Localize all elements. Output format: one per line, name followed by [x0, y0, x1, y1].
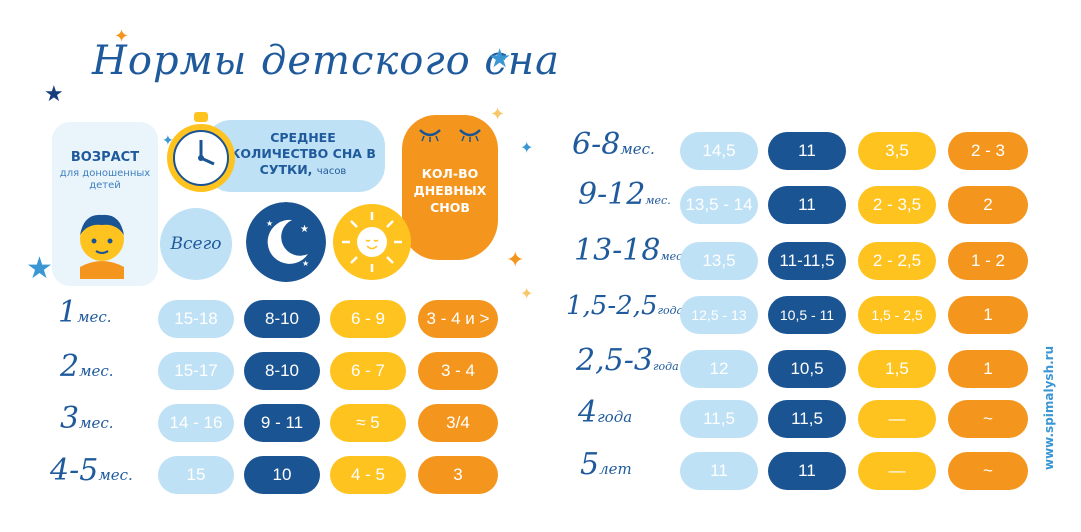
boy-face-icon: [80, 214, 124, 279]
age-label: 1мес.: [58, 295, 112, 330]
total-sleep-header: Всего: [160, 208, 232, 280]
age-label: 6-8мес.: [572, 127, 655, 162]
naps-count-value: ~: [948, 452, 1028, 490]
total-sleep-value: 15: [158, 456, 234, 494]
night-sleep-value: 8-10: [244, 352, 320, 390]
star-icon: ★: [44, 82, 64, 107]
naps-count-value: ~: [948, 400, 1028, 438]
total-sleep-value: 12: [680, 350, 758, 388]
naps-count-value: 1: [948, 296, 1028, 334]
star-icon: ✦: [520, 138, 534, 157]
website-link[interactable]: www.spimalysh.ru: [1042, 345, 1056, 470]
star-icon: ✦: [506, 248, 525, 273]
day-sleep-value: 3,5: [858, 132, 936, 170]
naps-count-value: 2 - 3: [948, 132, 1028, 170]
naps-count-value: 3: [418, 456, 498, 494]
age-label: 2,5-3года: [576, 343, 679, 378]
day-sleep-value: 2 - 2,5: [858, 242, 936, 280]
night-sleep-value: 11-11,5: [768, 242, 846, 280]
age-label: 5лет: [580, 447, 632, 482]
naps-count-value: 3 - 4: [418, 352, 498, 390]
star-icon: ✦: [520, 284, 534, 303]
age-label: 13-18мес.: [574, 233, 686, 268]
night-sleep-value: 11: [768, 452, 846, 490]
total-sleep-value: 14 - 16: [158, 404, 234, 442]
svg-text:★: ★: [300, 224, 309, 235]
age-header-subtitle: для доношенных детей: [59, 168, 151, 191]
day-sleep-value: 1,5: [858, 350, 936, 388]
naps-count-value: 1: [948, 350, 1028, 388]
night-sleep-value: 10: [244, 456, 320, 494]
sleeping-eyes-icon: [419, 129, 481, 142]
star-icon: ✦: [162, 133, 174, 149]
average-sleep-header-title: СРЕДНЕЕ КОЛИЧЕСТВО СНА В СУТКИ, часов: [228, 130, 378, 180]
total-sleep-value: 15-17: [158, 352, 234, 390]
total-sleep-value: 14,5: [680, 132, 758, 170]
average-sleep-label: СРЕДНЕЕ КОЛИЧЕСТВО СНА В СУТКИ,: [230, 130, 376, 177]
night-sleep-value: 10,5: [768, 350, 846, 388]
day-sleep-value: 6 - 9: [330, 300, 406, 338]
day-sleep-value: —: [858, 400, 936, 438]
naps-header-card: [402, 115, 498, 260]
day-sleep-value: 6 - 7: [330, 352, 406, 390]
page-title: Нормы детского сна: [92, 38, 560, 84]
total-sleep-value: 13,5: [680, 242, 758, 280]
night-sleep-value: 9 - 11: [244, 404, 320, 442]
age-label: 3мес.: [60, 401, 114, 436]
total-sleep-value: 15-18: [158, 300, 234, 338]
svg-text:★: ★: [266, 219, 273, 228]
age-label: 4-5мес.: [50, 453, 133, 488]
day-sleep-value: 2 - 3,5: [858, 186, 936, 224]
day-sleep-value: 1,5 - 2,5: [858, 296, 936, 334]
age-label: 1,5-2,5года: [566, 291, 684, 321]
day-sleep-value: 4 - 5: [330, 456, 406, 494]
naps-count-value: 1 - 2: [948, 242, 1028, 280]
night-sleep-value: 11: [768, 186, 846, 224]
sun-icon: [333, 204, 411, 280]
star-icon: ✦: [114, 26, 130, 47]
moon-icon: ★ ★ ★: [246, 202, 326, 282]
total-sleep-value: 11: [680, 452, 758, 490]
star-icon: ★: [488, 44, 512, 74]
age-label: 9-12мес.: [578, 177, 671, 212]
total-sleep-value: 11,5: [680, 400, 758, 438]
day-sleep-value: ≈ 5: [330, 404, 406, 442]
stopwatch-icon: [167, 112, 235, 192]
naps-count-value: 3 - 4 и >: [418, 300, 498, 338]
day-sleep-value: —: [858, 452, 936, 490]
naps-count-value: 2: [948, 186, 1028, 224]
svg-text:★: ★: [302, 259, 309, 268]
total-sleep-value: 13,5 - 14: [680, 186, 758, 224]
total-sleep-value: 12,5 - 13: [680, 296, 758, 334]
average-sleep-unit: часов: [316, 166, 347, 177]
age-label: 2мес.: [60, 349, 114, 384]
night-sleep-value: 8-10: [244, 300, 320, 338]
star-icon: ★: [26, 251, 53, 286]
star-icon: ✦: [490, 104, 506, 125]
night-sleep-value: 11,5: [768, 400, 846, 438]
average-sleep-header-card: [205, 120, 385, 192]
night-sleep-value: 10,5 - 11: [768, 296, 846, 334]
naps-count-value: 3/4: [418, 404, 498, 442]
night-sleep-value: 11: [768, 132, 846, 170]
naps-header-title: КОЛ-ВО ДНЕВНЫХ СНОВ: [413, 166, 487, 215]
age-label: 4года: [578, 395, 633, 430]
age-header-title: ВОЗРАСТ: [70, 150, 140, 165]
